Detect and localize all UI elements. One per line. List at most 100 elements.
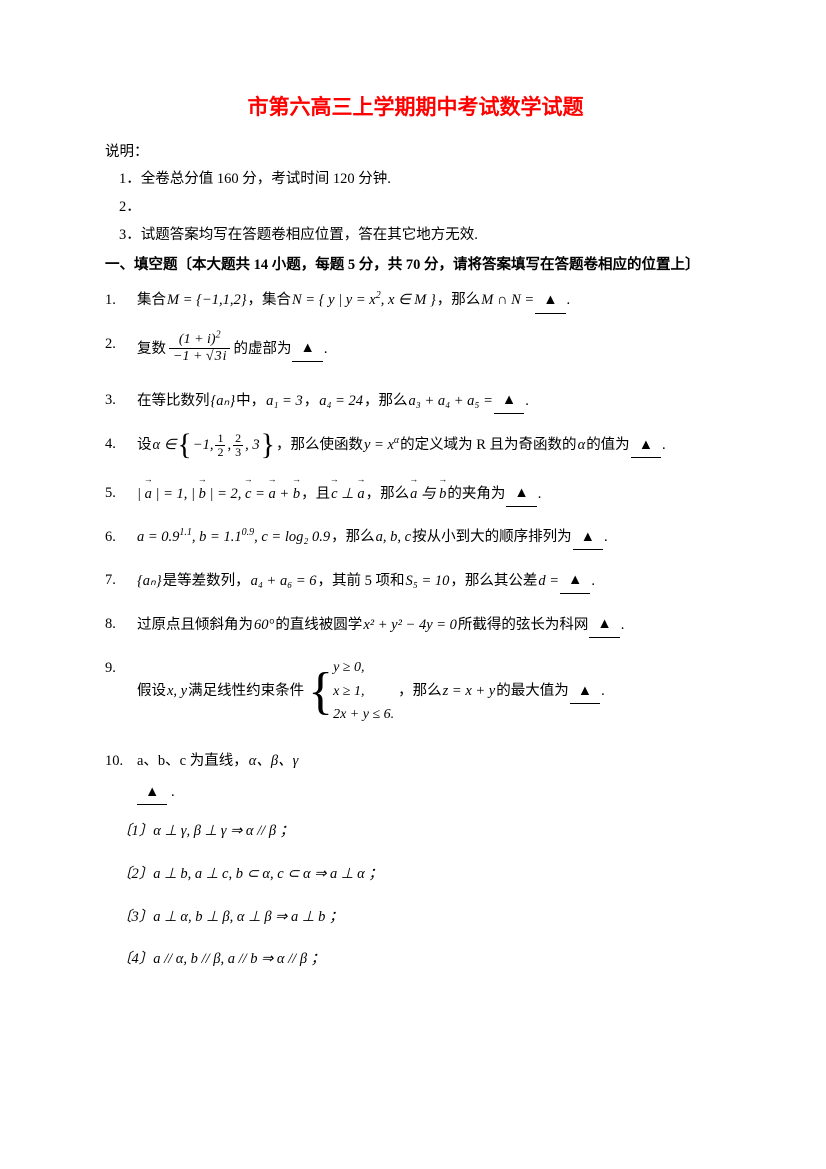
q3-dot: .: [525, 389, 529, 414]
page: 市第六高三上学期期中考试数学试题 说明： 1．全卷总分值 160 分，考试时间 …: [105, 90, 726, 972]
q9-t1: 假设: [137, 679, 166, 704]
q4-f2: 23: [233, 432, 243, 459]
q10-s2: 〔2〕a ⊥ b, a ⊥ c, b ⊂ α, c ⊂ α ⇒ a ⊥ α ；: [117, 862, 726, 887]
instructions: 说明： 1．全卷总分值 160 分，考试时间 120 分钟. 2． 3．试题答案…: [105, 140, 726, 248]
q10-content: a、b、c 为直线， α、β、γ: [137, 749, 726, 774]
q5-content: | a | = 1, | b | = 2, c = a + b ，且 c ⊥ a…: [137, 481, 726, 507]
q1-t3: ，那么: [437, 288, 481, 313]
q9-cases: { y ≥ 0, x ≥ 1, 2x + y ≤ 6.: [308, 656, 394, 727]
q9-t3: ，那么: [398, 679, 442, 704]
q9-content: 假设 x, y 满足线性约束条件 { y ≥ 0, x ≥ 1, 2x + y …: [137, 656, 726, 727]
q2-t2: 的虚部为: [233, 337, 291, 362]
q4-blank: ▲: [631, 433, 661, 459]
q8-content: 过原点且倾斜角为 60° 的直线被圆学 x² + y² − 4y = 0 所截得…: [137, 612, 726, 638]
q10-blank-line: ▲ .: [137, 780, 726, 806]
question-1: 1. 集合 M = {−1,1,2} ，集合 N = { y | y = x2,…: [105, 288, 726, 314]
q5-ab: a 与 b: [410, 482, 446, 507]
q4-t2: ，那么使函数: [276, 433, 363, 458]
q7-blank: ▲: [560, 568, 590, 594]
q10-t1: a、b、c 为直线，: [137, 749, 248, 774]
instructions-label: 说明：: [105, 140, 726, 165]
q9-t2: 满足线性约束条件: [188, 679, 304, 704]
q8-num: 8.: [105, 612, 137, 637]
q4-lbrace: {: [177, 433, 191, 457]
q1-t2: ，集合: [248, 288, 292, 313]
q5-t3: 的夹角为: [447, 482, 505, 507]
q4-content: 设 α ∈ { −1, 12 , 23 , 3 } ，那么使函数 y = xα …: [137, 432, 726, 459]
q7-eq1: a₄ + a₆ = 6: [251, 569, 317, 594]
q7-d: d =: [538, 569, 559, 594]
q4-num: 4.: [105, 432, 137, 457]
q2-frac: (1 + i)2 −1 + 3i: [169, 332, 230, 367]
question-2: 2. 复数 (1 + i)2 −1 + 3i 的虚部为 ▲ .: [105, 332, 726, 367]
q1-t1: 集合: [137, 288, 166, 313]
question-5: 5. | a | = 1, | b | = 2, c = a + b ，且 c …: [105, 481, 726, 507]
q6-t1: ，那么: [331, 525, 375, 550]
q9-blank: ▲: [570, 679, 600, 705]
q7-dot: .: [591, 569, 595, 594]
q5-t2: ，那么: [366, 482, 410, 507]
question-3: 3. 在等比数列 {aₙ} 中， a₁ = 3 ， a₄ = 24 ，那么 a₃…: [105, 388, 726, 414]
q8-blank: ▲: [589, 612, 619, 638]
q1-end: M ∩ N =: [481, 288, 534, 313]
section-header: 一、填空题〔本大题共 14 小题，每题 5 分，共 70 分，请将答案填写在答题…: [105, 253, 726, 278]
q4-a2: α: [578, 433, 586, 458]
q9-t4: 的最大值为: [496, 679, 569, 704]
q1-n: N = { y | y = x2, x ∈ M }: [292, 288, 436, 313]
question-8: 8. 过原点且倾斜角为 60° 的直线被圆学 x² + y² − 4y = 0 …: [105, 612, 726, 638]
q1-m: M = {−1,1,2}: [167, 288, 247, 313]
q9-l2: x ≥ 1,: [333, 680, 394, 704]
q6-blank: ▲: [573, 525, 603, 551]
q3-sum: a₃ + a₄ + a₅ =: [409, 389, 493, 414]
q1-num: 1.: [105, 288, 137, 313]
q6-content: a = 0.91.1, b = 1.10.9, c = log₂ 0.9 ，那么…: [137, 525, 726, 551]
q1-dot: .: [567, 288, 571, 313]
q1-blank: ▲: [535, 288, 565, 314]
q5-dot: .: [538, 482, 542, 507]
q10-sublist: 〔1〕α ⊥ γ, β ⊥ γ ⇒ α // β ； 〔2〕a ⊥ b, a ⊥…: [117, 819, 726, 972]
q6-abc2: a, b, c: [376, 525, 411, 550]
instr-1: 1．全卷总分值 160 分，考试时间 120 分钟.: [105, 167, 726, 192]
question-4: 4. 设 α ∈ { −1, 12 , 23 , 3 } ，那么使函数 y = …: [105, 432, 726, 459]
q4-f1: 12: [215, 432, 225, 459]
q8-dot: .: [621, 613, 625, 638]
q4-s1: −1,: [193, 433, 214, 458]
q2-num: 2.: [105, 332, 137, 357]
q7-t3: ，那么其公差: [450, 569, 537, 594]
q3-content: 在等比数列 {aₙ} 中， a₁ = 3 ， a₄ = 24 ，那么 a₃ + …: [137, 388, 726, 414]
q3-t1: 在等比数列: [137, 389, 210, 414]
q2-content: 复数 (1 + i)2 −1 + 3i 的虚部为 ▲ .: [137, 332, 726, 367]
q2-blank: ▲: [292, 336, 322, 362]
q7-seq: {aₙ}: [137, 569, 162, 594]
q6-dot: .: [604, 525, 608, 550]
q10-s3: 〔3〕a ⊥ α, b ⊥ β, α ⊥ β ⇒ a ⊥ b ；: [117, 905, 726, 930]
q5-eq: | a | = 1, | b | = 2, c = a + b: [137, 482, 300, 507]
question-6: 6. a = 0.91.1, b = 1.10.9, c = log₂ 0.9 …: [105, 525, 726, 551]
q9-z: z = x + y: [443, 679, 496, 704]
q4-s2: , 3: [245, 433, 260, 458]
q3-t3: ，那么: [364, 389, 408, 414]
q3-a1: a₁ = 3: [266, 389, 303, 414]
q8-t2: 的直线被圆学: [275, 613, 362, 638]
q9-xy: x, y: [167, 679, 187, 704]
q6-abc: a = 0.91.1, b = 1.10.9, c = log₂ 0.9: [137, 525, 330, 550]
page-title: 市第六高三上学期期中考试数学试题: [105, 90, 726, 126]
question-10: 10. a、b、c 为直线， α、β、γ: [105, 749, 726, 774]
q10-blank: ▲: [137, 780, 167, 806]
q9-l1: y ≥ 0,: [333, 656, 394, 680]
q3-c1: ，: [304, 389, 319, 414]
q7-num: 7.: [105, 568, 137, 593]
q7-content: {aₙ} 是等差数列， a₄ + a₆ = 6 ，其前 5 项和 S₅ = 10…: [137, 568, 726, 594]
q4-t4: 的值为: [586, 433, 630, 458]
q3-blank: ▲: [494, 388, 524, 414]
question-9: 9. 假设 x, y 满足线性约束条件 { y ≥ 0, x ≥ 1, 2x +…: [105, 656, 726, 727]
q8-t3: 所截得的弦长为科网: [458, 613, 589, 638]
q8-t1: 过原点且倾斜角为: [137, 613, 253, 638]
q3-a4: a₄ = 24: [319, 389, 363, 414]
q9-l3: 2x + y ≤ 6.: [333, 703, 394, 727]
instr-3: 3．试题答案均写在答题卷相应位置，答在其它地方无效.: [105, 223, 726, 248]
question-7: 7. {aₙ} 是等差数列， a₄ + a₆ = 6 ，其前 5 项和 S₅ =…: [105, 568, 726, 594]
q3-seq: {aₙ}: [211, 389, 236, 414]
q7-s5: S₅ = 10: [406, 569, 450, 594]
q3-t2: 中，: [236, 389, 265, 414]
